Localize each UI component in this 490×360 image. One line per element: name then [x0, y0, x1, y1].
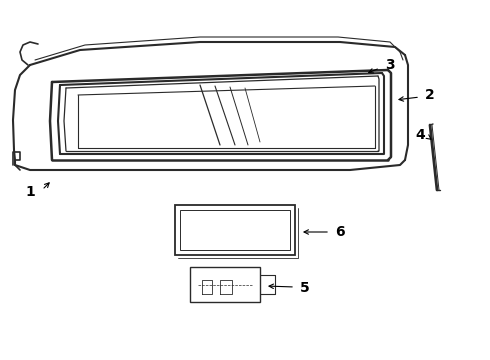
Text: 4: 4 [415, 128, 425, 142]
Text: 1: 1 [25, 185, 35, 199]
Bar [180, 210, 290, 250]
Text: 5: 5 [300, 281, 310, 295]
Bar [175, 205, 295, 255]
Text: 3: 3 [385, 58, 395, 72]
Text: 6: 6 [335, 225, 345, 239]
Text: 2: 2 [425, 88, 435, 102]
Bar [190, 267, 260, 302]
